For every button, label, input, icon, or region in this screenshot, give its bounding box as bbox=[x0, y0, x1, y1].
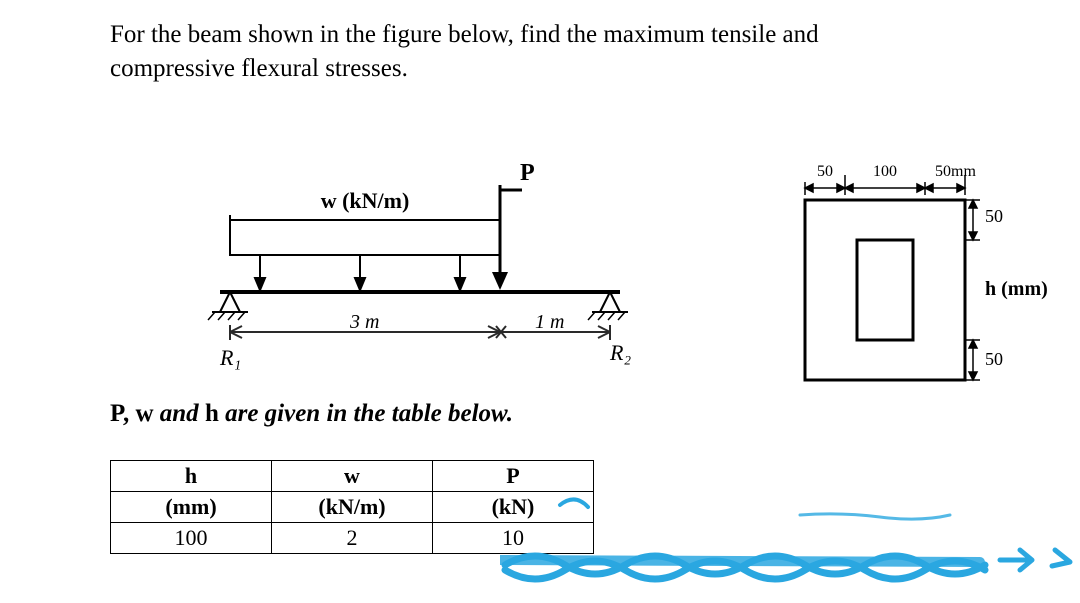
col-h: h bbox=[111, 461, 272, 492]
given-prefix: P, w bbox=[110, 400, 154, 427]
dim-b: 100 bbox=[873, 163, 897, 180]
given-suffix: are given in the table below. bbox=[219, 400, 513, 427]
r2-label: R₂ bbox=[609, 340, 631, 365]
support-right bbox=[588, 292, 628, 320]
given-h: h bbox=[205, 400, 219, 427]
support-left bbox=[208, 292, 248, 320]
dim-right-top: 50 bbox=[985, 206, 1003, 226]
dim-c: 50mm bbox=[935, 163, 976, 180]
col-w: w bbox=[272, 461, 433, 492]
span2-label: 1 m bbox=[535, 311, 564, 333]
dim-a: 50 bbox=[817, 163, 833, 180]
dim-right-mid: h (mm) bbox=[985, 278, 1048, 300]
span1-label: 3 m bbox=[349, 311, 379, 333]
val-w: 2 bbox=[272, 523, 433, 554]
unit-h: (mm) bbox=[111, 492, 272, 523]
unit-w: (kN/m) bbox=[272, 492, 433, 523]
problem-statement: For the beam shown in the figure below, … bbox=[110, 18, 930, 86]
given-text: P, w and h are given in the table below. bbox=[110, 400, 513, 428]
given-mid: and bbox=[154, 400, 205, 427]
annotation-scribble bbox=[500, 470, 1080, 590]
p-label: P bbox=[520, 160, 535, 186]
dim-right-bot: 50 bbox=[985, 349, 1003, 369]
w-label: w (kN/m) bbox=[321, 188, 410, 213]
beam-diagram: w (kN/m) P bbox=[200, 160, 680, 390]
cross-section-diagram: 50 100 50mm 50 h (mm) 50 bbox=[795, 160, 1055, 410]
val-h: 100 bbox=[111, 523, 272, 554]
r1-label: R₁ bbox=[219, 345, 241, 370]
